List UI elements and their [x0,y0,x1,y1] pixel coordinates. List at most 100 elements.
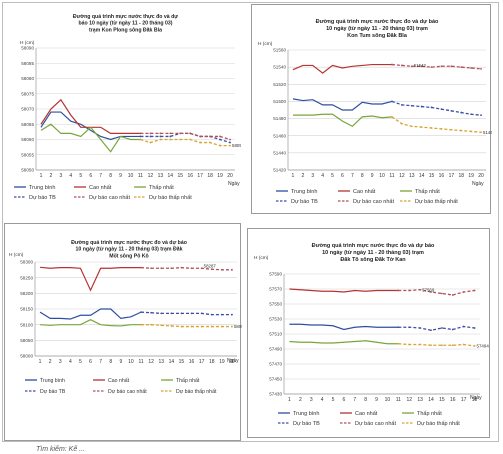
series-point-fc-mean [180,312,183,315]
series-point-fc-min [391,115,393,118]
x-tick-label: 19 [219,359,225,365]
series-point-fc-max [420,65,423,68]
x-tick-label: 9 [375,397,378,403]
series-point-fc-min [229,144,231,147]
series-point-fc-min [149,141,152,144]
chart-title-line: Đăk Tô sông Đăk Tờ Kan [340,257,406,263]
x-tick-label: 2 [301,173,304,179]
series-line-fc-mean [141,311,232,316]
series-line-mean [40,111,141,141]
chart-title-line: Đường quá trình mực nước thực đo và dự b… [71,240,187,246]
chart-title-line: Kon Tum sông Đăk Bla [347,33,408,39]
series-line-min [289,340,399,345]
chart-title: Đường quá trình mực nước thực đo và dự b… [312,243,435,263]
x-tick-label: 12 [399,173,405,179]
figure-frame [2,2,499,442]
chart-title-line: Đường quá trình mực nước thực đo và dự b… [316,19,439,25]
series-point-fc-min [200,325,203,328]
series-point-fc-mean [430,106,433,109]
series-point-fc-min [231,325,233,328]
x-tick-label: 10 [128,359,134,365]
series-point-fc-mean [400,103,403,106]
y-tick-label: 57470 [269,362,282,367]
series-point-fc-min [170,325,173,327]
series-point-fc-min [451,344,454,347]
series-line-fc-max [391,63,482,70]
x-tick-label: 14 [169,359,175,365]
series-point-fc-min [210,325,213,328]
x-tick-label: 8 [109,359,112,365]
y-tick-label: 58090 [21,46,34,51]
series-line-fc-mean [391,100,482,116]
series-line-fc-mean [140,132,231,144]
x-tick-label: 8 [361,173,364,179]
series-point-fc-min [139,138,142,141]
series-line-min [40,123,141,153]
series-point-fc-max [450,65,453,68]
series-point-fc-min [440,127,443,130]
legend-label: Dự báo thấp nhất [176,389,217,395]
series-point-fc-max [229,138,231,141]
x-tick-label: 18 [209,359,215,365]
x-tick-label: 4 [321,397,324,403]
legend-label: Dự báo cao nhất [89,195,130,201]
series-point-fc-mean [231,313,233,316]
x-tick-label: 15 [179,359,185,365]
x-tick-label: 3 [310,397,313,403]
series-point-fc-max [200,267,203,270]
y-tick-label: 58300 [20,260,33,265]
x-tick-label: 15 [429,173,435,179]
y-tick-label: 51420 [273,168,286,173]
y-tick-label: 51520 [273,82,286,87]
x-tick-label: 8 [364,397,367,403]
series-point-fc-min [189,138,192,141]
series-line-fc-min [391,116,482,133]
x-tick-label: 14 [168,173,174,179]
series-point-fc-mean [139,135,142,138]
y-axis-label: H (cm) [20,40,35,46]
series-point-fc-max [179,132,182,135]
series-point-fc-max [149,132,152,135]
x-tick-label: 6 [341,173,344,179]
legend-label: Dự báo cao nhất [108,389,147,395]
series-point-fc-max [209,135,212,138]
y-tick-label: 51540 [273,65,286,70]
chart-title-line: Đường quá trình mực nước thực đo và dự b… [312,243,435,249]
series-point-fc-min [400,122,403,125]
series-line-min [40,318,142,327]
legend-label: Cao nhất [355,411,378,417]
series-point-fc-max [199,135,202,138]
x-tick-label: 17 [199,359,205,365]
x-tick-label: 5 [332,397,335,403]
series-point-fc-max [440,292,443,295]
legend-label: Cao nhất [108,378,130,384]
x-tick-label: 8 [109,173,112,179]
data-label: 58094 [234,324,242,329]
series-point-fc-min [160,324,163,327]
x-tick-label: 9 [119,359,122,365]
chart-dak-mot: Đường quá trình mực nước thực đo và dự b… [9,240,242,395]
x-tick-label: 2 [299,397,302,403]
x-tick-label: 7 [353,397,356,403]
x-tick-label: 18 [458,173,464,179]
series-point-fc-max [140,266,142,269]
series-point-fc-min [450,128,453,131]
series-point-fc-max [480,67,482,70]
chart-kon-tum: Đường quá trình mực nước thực đo và dự b… [258,19,492,205]
series-point-fc-min [190,325,193,328]
series-point-fc-mean [440,108,443,111]
x-tick-label: 18 [472,397,478,403]
series-point-fc-max [460,66,463,69]
y-tick-label: 57530 [269,317,282,322]
x-tick-label: 20 [227,173,233,179]
series-point-fc-mean [460,111,463,114]
series-point-fc-max [408,289,411,292]
x-axis-label: Ngày [470,395,482,401]
series-point-fc-min [220,325,223,328]
series-point-fc-mean [220,313,223,316]
chart-title-line: báo 10 ngày (từ ngày 11 - 20 tháng 03) [79,21,173,27]
y-tick-label: 57490 [269,347,282,352]
series-point-fc-max [170,267,173,270]
series-point-fc-max [430,66,433,69]
series-point-fc-max [210,268,213,271]
